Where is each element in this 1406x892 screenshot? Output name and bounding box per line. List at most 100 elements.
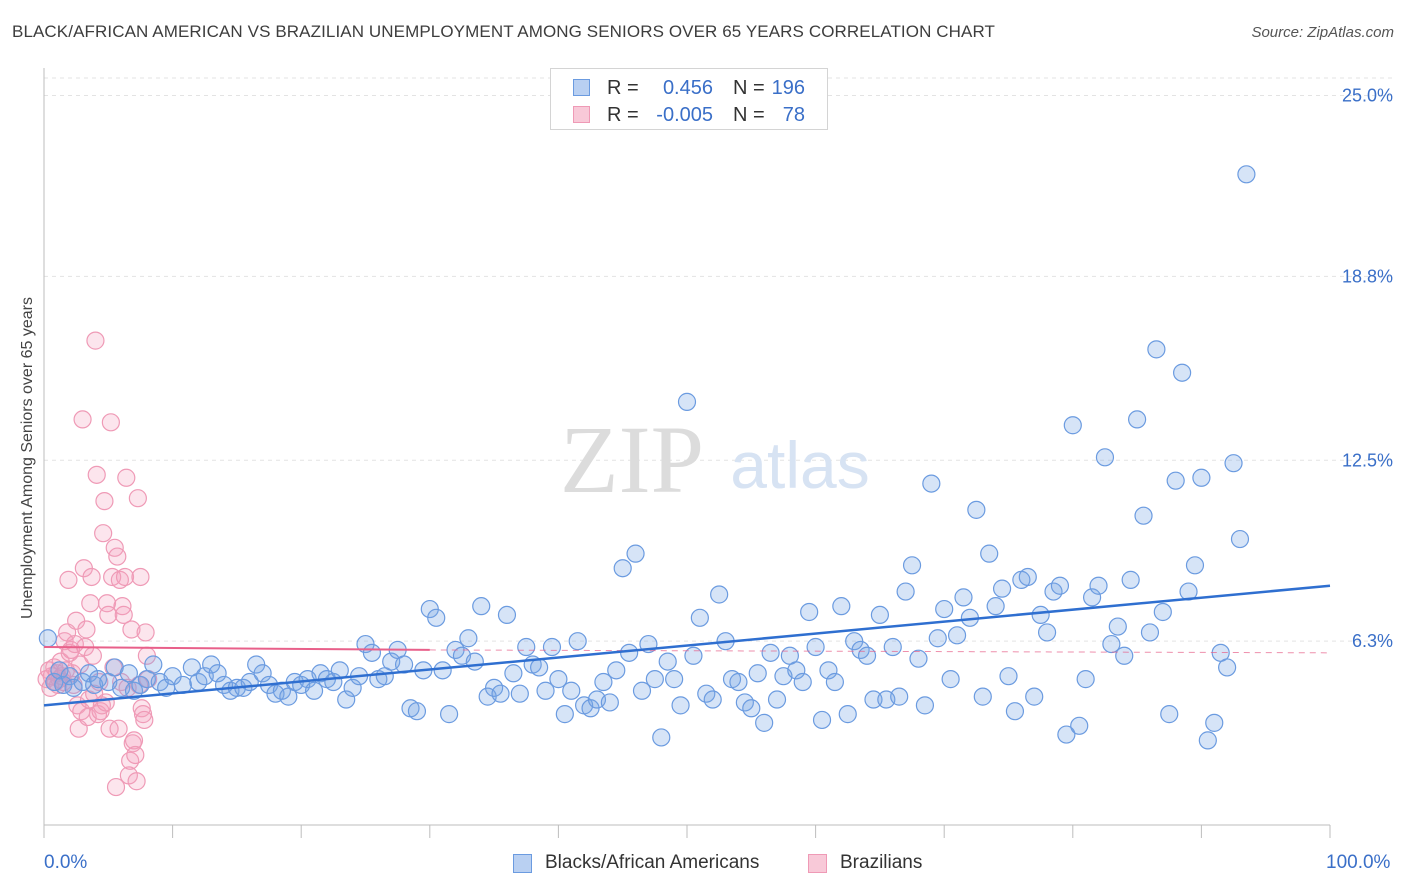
data-point-blacks [1218, 658, 1237, 677]
data-point-brazilians [110, 570, 129, 589]
data-point-blacks [935, 599, 954, 619]
data-point-blacks [632, 681, 652, 700]
data-point-brazilians [115, 567, 135, 587]
data-point-blacks [761, 643, 780, 662]
data-point-blacks [954, 588, 973, 607]
trend-lines [43, 584, 1331, 707]
data-point-blacks [986, 597, 1005, 616]
data-point-brazilians [109, 719, 128, 738]
grid-lines [44, 77, 1394, 642]
data-point-blacks [1121, 570, 1140, 589]
data-point-blacks [787, 661, 806, 680]
data-point-blacks [800, 602, 819, 622]
data-point-blacks [427, 608, 446, 627]
data-point-brazilians [91, 702, 110, 721]
data-point-blacks [992, 579, 1012, 598]
data-point-blacks [915, 696, 935, 715]
data-point-blacks [909, 649, 928, 668]
data-point-blacks [1057, 725, 1076, 744]
data-point-blacks [658, 652, 677, 671]
data-point-blacks [1070, 716, 1089, 735]
data-point-blacks [1230, 529, 1250, 549]
data-point-brazilians [94, 524, 113, 543]
axes [43, 68, 1331, 838]
data-point-blacks [703, 690, 722, 709]
data-point-blacks [671, 696, 690, 715]
data-point-brazilians [108, 547, 127, 566]
legend-r-value: -0.005 [656, 104, 713, 126]
data-point-blacks [626, 544, 645, 563]
data-point-blacks [1192, 468, 1211, 487]
data-point-blacks [684, 646, 703, 665]
data-point-blacks [613, 559, 632, 578]
data-point-brazilians [87, 465, 106, 484]
data-point-blacks [504, 664, 523, 683]
data-point-blacks [1005, 702, 1025, 721]
data-point-blacks [1127, 410, 1147, 429]
data-point-blacks [1089, 576, 1108, 595]
data-point-brazilians [126, 745, 145, 765]
data-point-blacks [967, 500, 986, 519]
data-point-blacks [947, 626, 967, 645]
data-point-blacks [1050, 576, 1070, 595]
data-point-brazilians [95, 492, 114, 511]
legend-row-brazilians: R = -0.005 N = 78 [551, 102, 827, 128]
data-point-brazilians [114, 605, 133, 625]
data-point-blacks [1224, 454, 1243, 473]
legend-item-label: Brazilians [840, 852, 923, 873]
data-point-brazilians [131, 567, 150, 587]
data-point-blacks [677, 392, 697, 411]
data-point-blacks [542, 637, 562, 657]
data-point-blacks [79, 664, 99, 683]
data-point-blacks [562, 681, 581, 700]
data-point-blacks [896, 582, 915, 601]
x-axis-min-label: 0.0% [44, 852, 88, 873]
data-point-blacks [497, 605, 517, 625]
data-point-blacks [64, 678, 83, 697]
data-point-blacks [690, 608, 709, 627]
data-point-blacks [600, 693, 619, 712]
data-point-blacks [472, 597, 491, 616]
data-point-blacks [594, 672, 613, 692]
series-legend: Blacks/African Americans Brazilians [0, 852, 1406, 878]
data-point-blacks [491, 684, 510, 703]
y-tick-label: 12.5% [1342, 450, 1393, 470]
data-point-blacks [549, 670, 568, 689]
data-point-blacks [304, 681, 324, 700]
data-point-blacks [652, 728, 671, 747]
data-point-blacks [1076, 670, 1095, 689]
data-point-blacks [980, 544, 999, 563]
data-point-blacks [819, 661, 838, 680]
data-point-blacks [343, 678, 362, 697]
data-point-blacks [1205, 713, 1224, 732]
legend-r-label: R = [607, 77, 639, 99]
data-point-blacks [999, 667, 1018, 686]
data-point-blacks [1140, 623, 1160, 642]
data-point-blacks [793, 672, 812, 692]
data-point-blacks [1237, 165, 1256, 184]
data-point-blacks [1147, 340, 1166, 359]
data-point-blacks [883, 637, 902, 657]
data-point-blacks [832, 597, 851, 616]
data-point-brazilians [133, 705, 153, 724]
data-point-blacks [767, 690, 787, 709]
data-point-brazilians [81, 594, 100, 613]
data-point-blacks [1115, 646, 1134, 665]
data-point-blacks [38, 629, 57, 648]
data-point-blacks [253, 664, 272, 683]
data-point-blacks [1153, 602, 1172, 622]
data-point-blacks [407, 702, 427, 721]
data-point-blacks [607, 661, 626, 680]
data-point-blacks [973, 687, 992, 706]
legend-n-label: N = [733, 77, 765, 99]
data-point-blacks [825, 672, 844, 692]
data-point-brazilians [65, 634, 84, 654]
data-point-blacks [729, 672, 748, 692]
data-point-brazilians [86, 331, 105, 350]
y-tick-label: 18.8% [1342, 266, 1393, 286]
data-point-brazilians [124, 731, 144, 750]
data-point-blacks [1166, 471, 1185, 490]
data-point-blacks [362, 643, 382, 662]
legend-r-label: R = [607, 104, 639, 126]
data-point-blacks [890, 687, 909, 706]
